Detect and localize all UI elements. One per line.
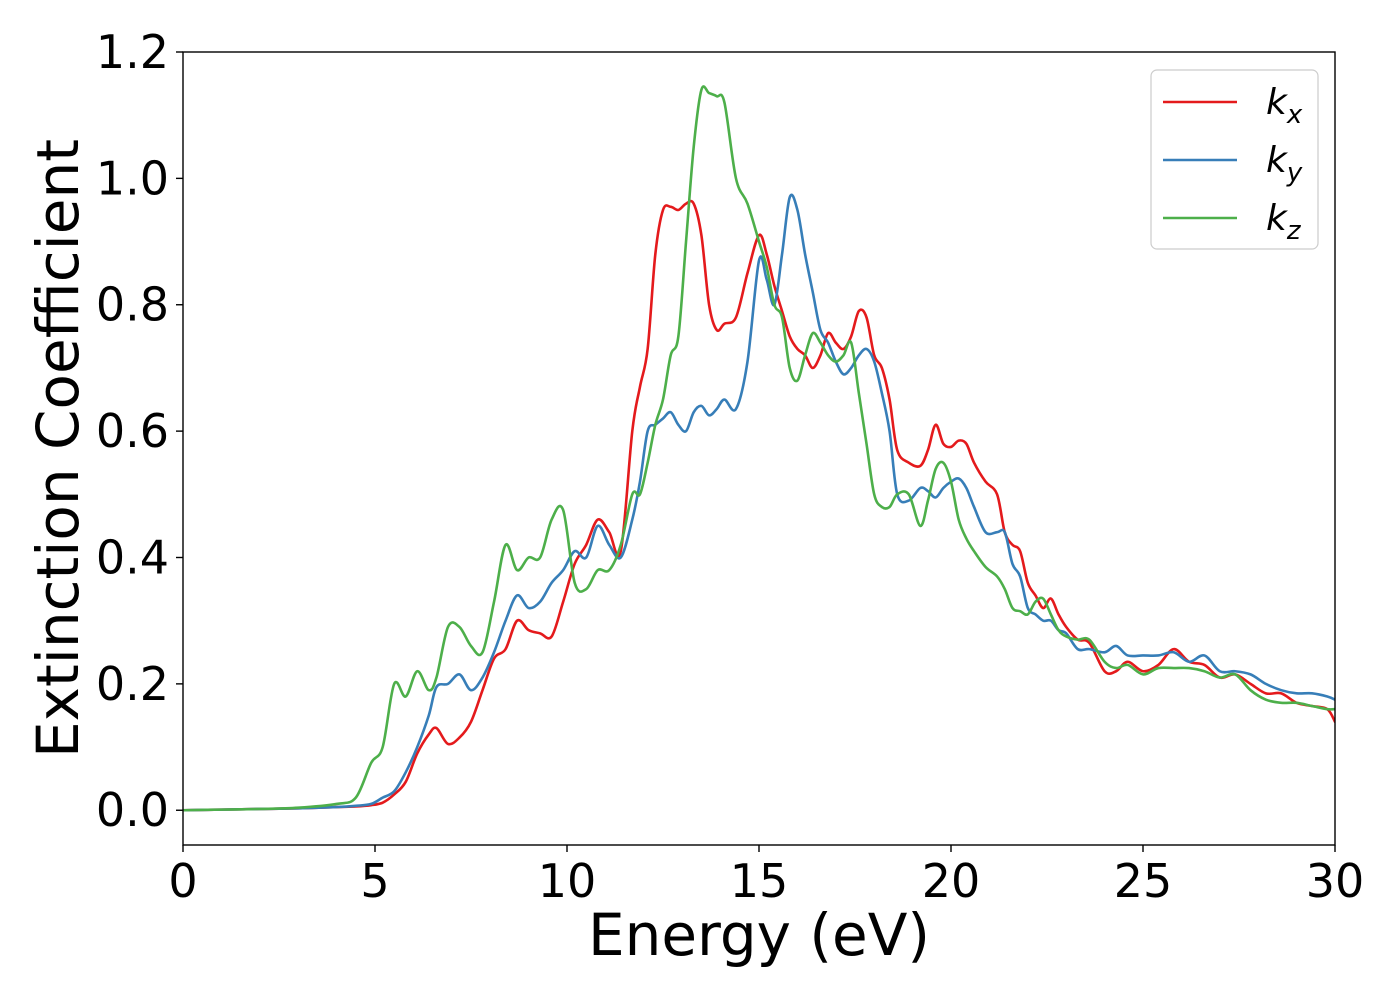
legend-label-x: kx xyxy=(1266,82,1303,130)
y-tick-label: 0.4 xyxy=(96,530,169,584)
x-tick-label: 10 xyxy=(538,854,597,908)
series-line-z xyxy=(183,85,1335,812)
series-line-x xyxy=(183,199,1335,812)
legend-label-z: kz xyxy=(1266,198,1302,246)
x-tick-label: 15 xyxy=(730,854,789,908)
axes: 0 5 10 15 20 25 30 0.0 0.2 0.4 0.6 0.8 1.0 1.2 xyxy=(96,25,1364,908)
plot-area xyxy=(183,85,1335,812)
x-axis-label: Energy (eV) xyxy=(588,901,930,969)
legend: kx ky kz xyxy=(1150,69,1319,250)
x-tick-label: 30 xyxy=(1306,854,1365,908)
y-tick-label: 0.2 xyxy=(96,657,169,711)
series-line-y xyxy=(183,193,1335,812)
x-tick-label: 5 xyxy=(360,854,389,908)
y-tick-label: 1.0 xyxy=(96,151,169,205)
x-tick-label: 0 xyxy=(168,854,197,908)
y-tick-label: 0.0 xyxy=(96,783,169,837)
x-tick-label: 20 xyxy=(922,854,981,908)
legend-label-y: ky xyxy=(1266,140,1303,188)
x-tick-label: 25 xyxy=(1114,854,1173,908)
y-tick-label: 1.2 xyxy=(96,25,169,79)
y-tick-label: 0.6 xyxy=(96,404,169,458)
y-axis-label: Extinction Coefficient xyxy=(24,139,92,758)
y-tick-label: 0.8 xyxy=(96,278,169,332)
